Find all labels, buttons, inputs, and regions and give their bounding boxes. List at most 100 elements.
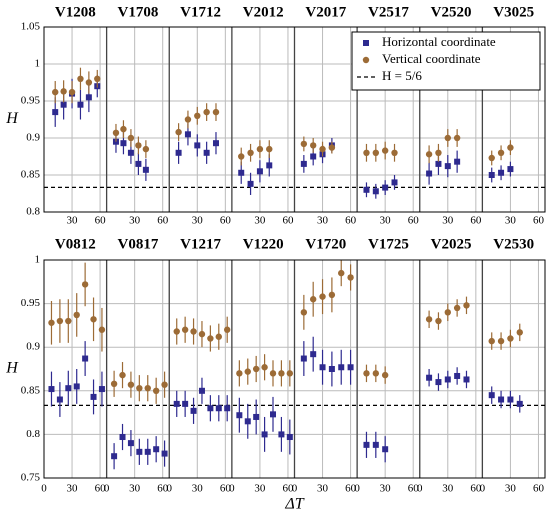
- point: [194, 112, 201, 120]
- x-tick-label: 0: [104, 483, 110, 495]
- panel-title: V0817: [118, 236, 159, 252]
- y-tick-label: 0.8: [26, 206, 40, 218]
- point: [153, 446, 160, 453]
- x-tick-label: 30: [67, 215, 79, 227]
- point: [68, 88, 76, 96]
- x-tick-label: 30: [129, 215, 141, 227]
- point: [497, 149, 505, 156]
- y-tick-label: 1: [35, 254, 41, 266]
- point: [144, 448, 151, 455]
- panel-title: V2520: [431, 4, 472, 20]
- point: [181, 326, 189, 333]
- point: [73, 383, 80, 390]
- point: [300, 160, 307, 167]
- point: [444, 163, 451, 170]
- x-tick-label: 60: [533, 215, 545, 227]
- panel-title: V2025: [431, 236, 472, 252]
- point: [328, 144, 336, 151]
- x-tick-label: 60: [408, 215, 420, 227]
- point: [238, 153, 245, 160]
- x-tick-label: 30: [192, 483, 204, 495]
- point: [270, 411, 277, 418]
- point: [98, 386, 105, 393]
- legend-label: H = 5/6: [382, 68, 422, 83]
- legend-label: Horizontal coordinate: [382, 34, 496, 49]
- plot-frame: [43, 26, 546, 213]
- point: [238, 169, 245, 176]
- point: [184, 131, 191, 138]
- x-tick-label: 0: [41, 483, 47, 495]
- point: [152, 387, 160, 394]
- panel-title: V2530: [493, 236, 534, 252]
- point: [119, 371, 126, 379]
- point: [127, 134, 135, 142]
- point: [391, 179, 398, 186]
- x-tick-label: 30: [129, 483, 141, 495]
- x-tick-label: 0: [480, 483, 486, 495]
- point: [127, 440, 134, 447]
- point: [435, 149, 442, 156]
- panel-title: V1712: [180, 4, 221, 20]
- point: [372, 188, 379, 195]
- point: [444, 134, 451, 142]
- panel-title: V0812: [55, 236, 96, 252]
- point: [144, 384, 151, 392]
- point: [507, 144, 514, 151]
- point: [73, 311, 80, 319]
- y-tick-label: 0.75: [21, 472, 41, 484]
- point: [52, 88, 59, 96]
- point: [463, 376, 470, 383]
- point: [112, 129, 120, 137]
- point: [319, 145, 326, 153]
- point: [391, 149, 398, 156]
- panel-title: V1217: [180, 236, 221, 252]
- point: [454, 372, 461, 379]
- point: [190, 328, 197, 335]
- point: [488, 154, 495, 162]
- point: [110, 380, 118, 388]
- point: [300, 309, 308, 316]
- x-tick-label: 30: [254, 483, 266, 495]
- point: [381, 371, 389, 379]
- y-tick-label: 0.95: [21, 95, 41, 107]
- point: [278, 431, 285, 438]
- x-tick-label: 60: [408, 483, 420, 495]
- point: [261, 431, 268, 438]
- point: [127, 381, 135, 388]
- x-tick-label: 30: [192, 215, 204, 227]
- x-tick-label: 60: [220, 215, 232, 227]
- point: [161, 450, 168, 457]
- x-tick-label: 0: [229, 483, 235, 495]
- x-tick-label: 60: [345, 483, 357, 495]
- x-tick-label: 60: [220, 483, 232, 495]
- point: [85, 79, 93, 86]
- point: [347, 364, 354, 371]
- point: [347, 274, 354, 281]
- panel-title: V1208: [55, 4, 96, 20]
- legend-label: Vertical coordinate: [382, 51, 481, 66]
- point: [319, 364, 326, 371]
- y-tick-label: 0.85: [21, 384, 41, 396]
- point: [516, 329, 523, 336]
- x-tick-label: 60: [157, 215, 169, 227]
- point: [207, 405, 214, 412]
- point: [60, 88, 67, 95]
- point: [319, 293, 326, 300]
- point: [94, 75, 101, 83]
- x-tick-label: 30: [317, 483, 329, 495]
- point: [286, 370, 294, 377]
- point: [363, 149, 370, 156]
- x-tick-label: 30: [442, 483, 454, 495]
- point: [338, 269, 345, 277]
- point: [435, 379, 442, 386]
- point: [81, 281, 89, 288]
- panel-title: V1708: [118, 4, 159, 20]
- point: [426, 374, 433, 381]
- point: [90, 316, 97, 323]
- point: [453, 304, 461, 312]
- point: [190, 407, 197, 414]
- point: [184, 116, 192, 123]
- y-tick-label: 0.9: [26, 341, 40, 353]
- point: [111, 453, 118, 460]
- panel-title: V3025: [493, 4, 534, 20]
